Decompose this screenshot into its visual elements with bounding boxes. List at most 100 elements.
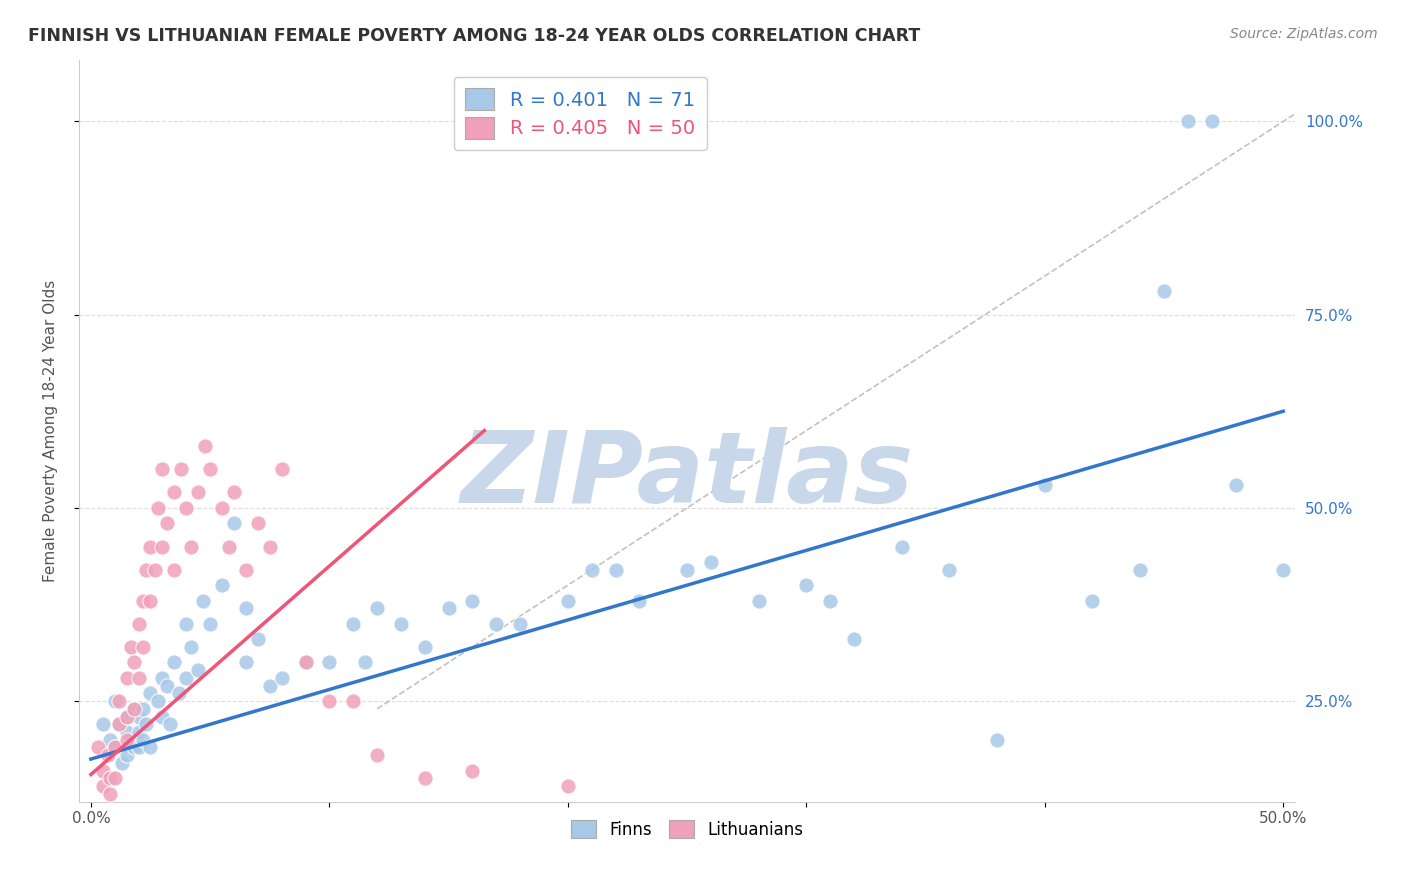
Point: [111, 756, 134, 770]
Point: [132, 593, 155, 607]
Point: [187, 485, 209, 500]
Point: [270, 671, 292, 685]
Point: [354, 656, 377, 670]
Point: [180, 540, 202, 554]
Point: [163, 485, 186, 500]
Point: [170, 462, 193, 476]
Point: [87, 740, 110, 755]
Point: [104, 694, 127, 708]
Point: [115, 709, 138, 723]
Point: [98, 732, 121, 747]
Point: [748, 593, 770, 607]
Text: FINNISH VS LITHUANIAN FEMALE POVERTY AMONG 18-24 YEAR OLDS CORRELATION CHART: FINNISH VS LITHUANIAN FEMALE POVERTY AMO…: [28, 27, 921, 45]
Point: [389, 616, 412, 631]
Point: [986, 732, 1008, 747]
Point: [461, 764, 484, 778]
Point: [794, 578, 817, 592]
Point: [581, 563, 603, 577]
Text: ZIPatlas: ZIPatlas: [461, 426, 914, 524]
Point: [143, 563, 166, 577]
Point: [115, 709, 138, 723]
Point: [108, 717, 131, 731]
Point: [115, 725, 138, 739]
Point: [211, 578, 233, 592]
Point: [174, 616, 197, 631]
Point: [152, 540, 174, 554]
Point: [259, 679, 281, 693]
Point: [294, 656, 316, 670]
Point: [235, 563, 257, 577]
Point: [187, 663, 209, 677]
Point: [91, 717, 114, 731]
Point: [132, 640, 155, 654]
Point: [605, 563, 627, 577]
Point: [938, 563, 960, 577]
Point: [628, 593, 651, 607]
Point: [218, 540, 240, 554]
Point: [115, 748, 138, 763]
Point: [115, 732, 138, 747]
Point: [818, 593, 841, 607]
Point: [1201, 114, 1223, 128]
Point: [366, 601, 388, 615]
Point: [198, 462, 221, 476]
Point: [366, 748, 388, 763]
Point: [115, 671, 138, 685]
Point: [122, 702, 145, 716]
Point: [211, 500, 233, 515]
Legend: Finns, Lithuanians: Finns, Lithuanians: [564, 814, 810, 846]
Point: [139, 686, 162, 700]
Point: [318, 694, 340, 708]
Point: [174, 500, 197, 515]
Point: [146, 694, 169, 708]
Point: [1081, 593, 1104, 607]
Point: [270, 462, 292, 476]
Point: [108, 694, 131, 708]
Point: [259, 540, 281, 554]
Point: [128, 671, 150, 685]
Point: [557, 779, 579, 793]
Point: [342, 694, 364, 708]
Point: [146, 500, 169, 515]
Point: [128, 616, 150, 631]
Point: [174, 671, 197, 685]
Point: [235, 601, 257, 615]
Point: [1225, 477, 1247, 491]
Point: [461, 593, 484, 607]
Point: [167, 686, 190, 700]
Point: [122, 740, 145, 755]
Point: [222, 485, 245, 500]
Point: [132, 732, 155, 747]
Point: [120, 640, 142, 654]
Point: [1272, 563, 1295, 577]
Point: [104, 740, 127, 755]
Point: [437, 601, 460, 615]
Point: [135, 717, 157, 731]
Point: [294, 656, 316, 670]
Point: [128, 709, 150, 723]
Point: [198, 616, 221, 631]
Point: [342, 616, 364, 631]
Point: [485, 616, 508, 631]
Point: [152, 671, 174, 685]
Point: [700, 555, 723, 569]
Point: [159, 717, 181, 731]
Point: [128, 740, 150, 755]
Point: [1153, 285, 1175, 299]
Point: [122, 656, 145, 670]
Point: [139, 540, 162, 554]
Point: [91, 764, 114, 778]
Point: [163, 656, 186, 670]
Point: [318, 656, 340, 670]
Point: [676, 563, 699, 577]
Point: [128, 725, 150, 739]
Y-axis label: Female Poverty Among 18-24 Year Olds: Female Poverty Among 18-24 Year Olds: [44, 279, 58, 582]
Point: [152, 462, 174, 476]
Point: [222, 516, 245, 531]
Point: [191, 593, 214, 607]
Point: [246, 632, 269, 647]
Point: [413, 772, 436, 786]
Point: [132, 702, 155, 716]
Point: [135, 563, 157, 577]
Point: [139, 593, 162, 607]
